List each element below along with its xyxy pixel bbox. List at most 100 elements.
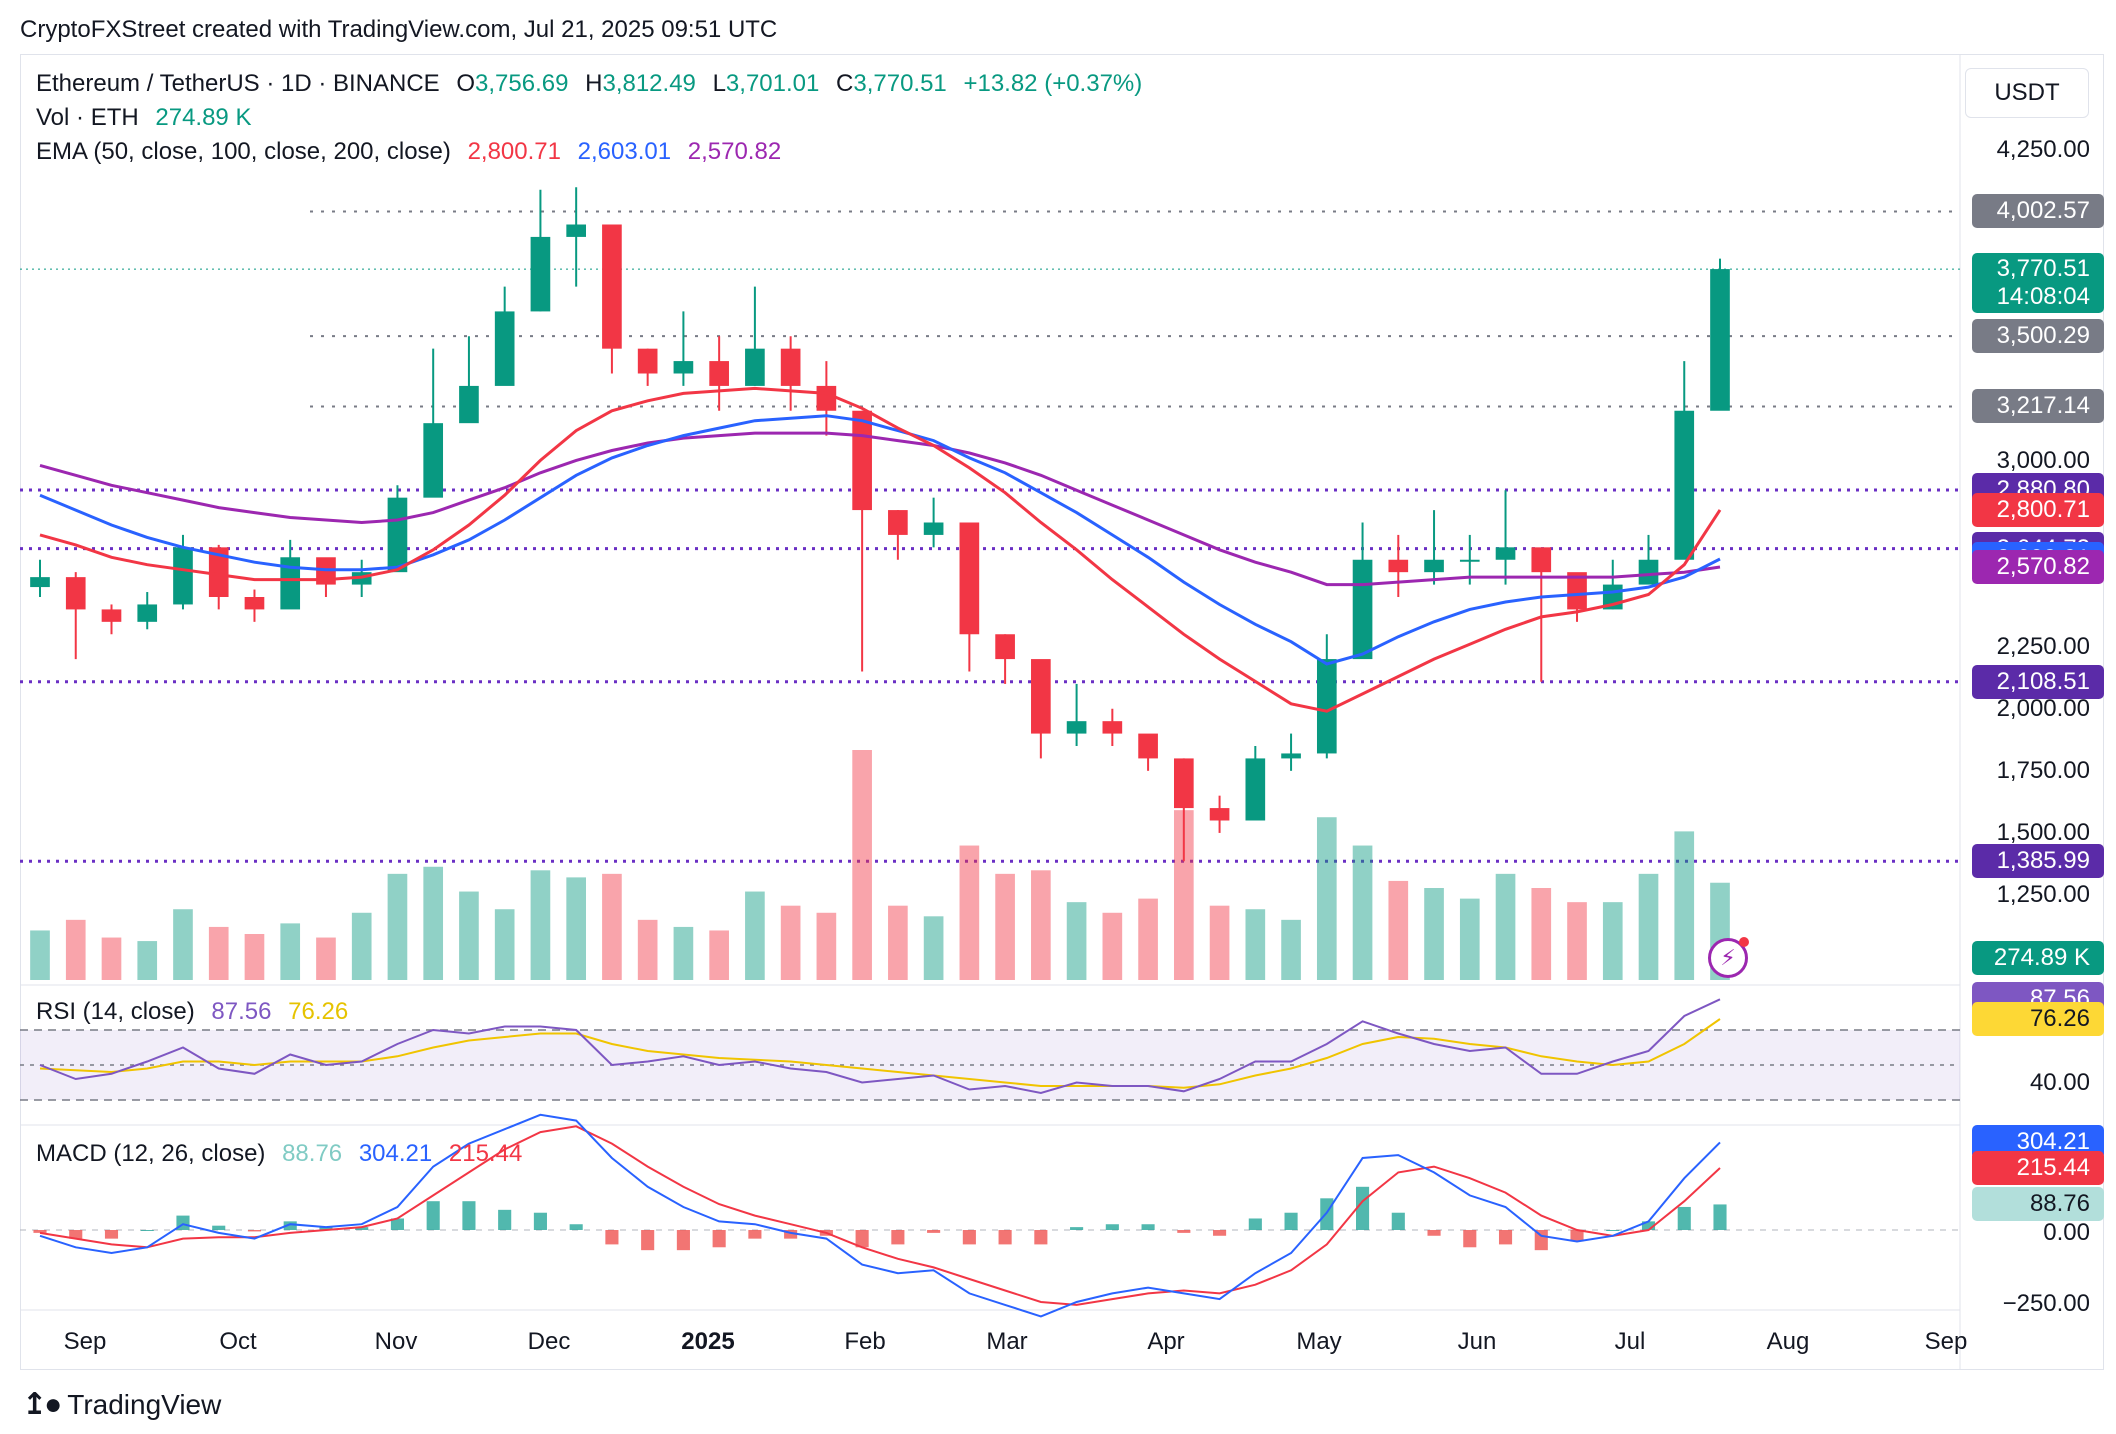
candle-body [888,510,908,535]
header-credit: CryptoFXStreet created with TradingView.… [20,16,778,43]
volume-bar [1031,870,1051,980]
volume-bar [1102,912,1123,980]
candle-body [959,522,980,635]
candle-body [745,348,765,386]
macd-pane [20,1113,1960,1318]
volume-bar [1316,817,1337,980]
chart-frame[interactable] [20,54,2104,1370]
volume-bar [423,866,444,980]
volume-bar [1209,905,1230,980]
macd-hist-bar [1034,1230,1048,1245]
price-axis-pill-text: 2,800.71 [1996,495,2090,523]
time-tick: Jul [1614,1328,1646,1355]
candle-body [1066,721,1087,734]
price-axis-pill-text: 304.21 [2016,1128,2090,1156]
price-axis-pill: 4,002.57 [1972,194,2104,229]
candle-body [637,348,658,374]
volume-bar [101,937,122,980]
macd-hist-bar [998,1230,1012,1245]
volume-bar [137,941,158,980]
volume-bar [351,912,372,980]
candle-body [1638,559,1659,585]
legend-rsi-label[interactable]: RSI (14, close) [36,998,195,1025]
legend-symbol[interactable]: Ethereum / TetherUS · 1D · BINANCE [36,70,440,97]
volume-bar [1495,873,1516,980]
volume-bar [780,905,801,980]
volume-bar [65,919,86,980]
legend-vol-value: 274.89 K [155,104,252,131]
price-tick: 2,250.00 [1996,633,2090,660]
candle-body [1388,559,1409,573]
ema200-line [39,431,1721,587]
legend-rsi-ma-value: 76.26 [288,998,349,1025]
macd-hist-bar [533,1212,547,1230]
candle-body [423,423,444,498]
macd-hist-bar [927,1230,941,1233]
volume-bar [995,873,1015,980]
legend-ema200: 2,570.82 [687,138,782,165]
legend-high: H3,812.49 [585,70,696,97]
macd-hist-bar [104,1230,119,1239]
legend-rsi-value: 87.56 [211,998,272,1025]
volume-bar [1674,831,1695,980]
price-tick: 4,250.00 [1996,136,2090,163]
macd-hist-bar [1641,1221,1656,1230]
time-tick: 2025 [681,1328,735,1355]
price-axis-pill-text: 3,770.51 [1996,255,2090,283]
legend-macd-label[interactable]: MACD (12, 26, close) [36,1140,266,1167]
candle-body [137,604,158,622]
volume-bar [1174,810,1194,980]
legend-close: C3,770.51 [836,70,947,97]
macd-hist-bar [1248,1218,1262,1230]
price-axis-pill-text: 2,108.51 [1996,667,2090,695]
price-axis-pill: 2,108.51 [1972,664,2104,699]
footer-brand: TradingView [67,1388,222,1420]
candle-body [852,410,872,511]
volume-bar [316,937,336,980]
legend-ema-label[interactable]: EMA (50, close, 100, close, 200, close) [36,138,451,165]
candle-body [173,547,193,605]
macd-hist-bar [1105,1224,1119,1230]
time-tick: Dec [527,1328,571,1355]
price-tick: 2,000.00 [1996,695,2090,722]
tradingview-logo[interactable]: ↥● TradingView [22,1387,221,1422]
price-axis-pill-text: 4,002.57 [1996,197,2090,225]
volume-bar [1424,888,1444,980]
legend-ohlc: Ethereum / TetherUS · 1D · BINANCE O3,75… [36,70,1152,98]
legend-vol-label[interactable]: Vol · ETH [36,104,139,131]
legend-ema50: 2,800.71 [467,138,561,165]
candle-body [1674,410,1695,560]
macd-hist-bar [1463,1230,1477,1248]
macd-signal-line [39,1125,1721,1306]
flash-icon[interactable]: ⚡ [1708,937,1749,978]
currency-button[interactable]: USDT [1965,68,2089,118]
time-tick: Oct [219,1328,257,1355]
macd-hist-bar [784,1230,798,1239]
price-axis-pill: 88.76 [1972,1187,2104,1222]
volume-bar [1602,902,1623,980]
volume-bar [280,923,301,980]
rsi-line [39,998,1721,1095]
macd-hist-bar [712,1230,726,1248]
countdown-text: 14:08:04 [1996,283,2090,311]
candle-body [673,361,694,374]
candle-body [530,236,551,312]
macd-hist-bar [355,1227,369,1230]
macd-hist-bar [1427,1230,1441,1236]
legend-open: O3,756.69 [456,70,569,97]
volume-bars [30,750,1730,980]
macd-hist-bar [1534,1230,1548,1251]
candle-body [1531,547,1552,573]
candle-body [494,311,515,386]
volume-bar [673,926,694,980]
volume-bar [1531,888,1552,980]
price-axis-pill-text: 274.89 K [1993,944,2090,971]
rsi-pane [20,998,1960,1101]
macd-hist-bar [247,1230,262,1232]
price-axis-pill: 215.44 [1972,1150,2104,1185]
volume-bar [888,905,908,980]
legend-macd-value: 304.21 [358,1140,433,1167]
candle-body [1245,758,1266,821]
macd-hist-bar [426,1201,440,1230]
